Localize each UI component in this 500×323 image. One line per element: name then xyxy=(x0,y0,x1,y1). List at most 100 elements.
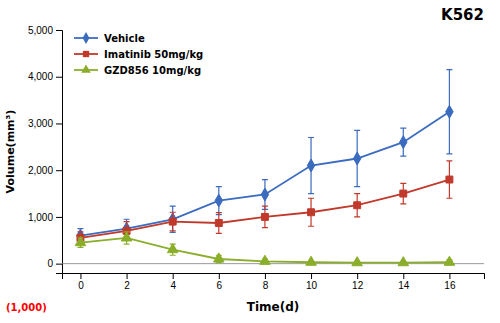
legend-label: GZD856 10mg/kg xyxy=(104,65,201,76)
x-tick: 10 xyxy=(306,273,318,291)
x-tick-mark xyxy=(219,273,220,279)
legend-label: Imatinib 50mg/kg xyxy=(104,49,203,60)
y-tick-mark xyxy=(56,217,62,218)
y-axis-title: Volume(mm³) xyxy=(4,110,17,194)
x-tick-label: 6 xyxy=(217,280,223,291)
y-axis: 0 1,000 2,000 3,000 4,000 5,000 xyxy=(28,25,63,274)
y-tick-mark xyxy=(56,123,62,124)
legend-item: Imatinib 50mg/kg xyxy=(74,49,203,60)
point xyxy=(446,176,453,183)
legend-item: GZD856 10mg/kg xyxy=(74,64,201,75)
data-area xyxy=(62,70,484,266)
point xyxy=(400,190,407,197)
point xyxy=(400,136,407,149)
y-tick-mark xyxy=(56,170,62,171)
error-bar xyxy=(400,183,406,204)
legend-item: Vehicle xyxy=(74,32,145,44)
x-tick-label: 10 xyxy=(306,280,318,291)
error-bar xyxy=(354,130,360,186)
point xyxy=(260,255,271,264)
error-bar xyxy=(262,180,268,210)
point xyxy=(308,209,315,216)
point xyxy=(306,256,317,265)
error-bar xyxy=(262,206,268,227)
error-bar xyxy=(170,206,176,232)
x-tick-mark xyxy=(173,273,174,279)
error-bar xyxy=(446,70,452,154)
x-axis: 0 2 4 6 8 10 12 14 16 xyxy=(63,273,485,291)
x-tick: 8 xyxy=(263,273,269,291)
legend-marker xyxy=(81,64,91,72)
legend: Vehicle Imatinib 50mg/kg GZD856 10mg/kg xyxy=(74,32,203,75)
x-tick-label: 12 xyxy=(352,280,364,291)
x-tick: 0 xyxy=(78,273,84,291)
point xyxy=(167,244,178,253)
error-bar xyxy=(400,128,406,156)
x-axis-line xyxy=(63,274,485,280)
x-tick-mark xyxy=(127,273,128,279)
y-tick-label: 2,000 xyxy=(28,165,53,176)
point xyxy=(398,257,409,266)
point xyxy=(121,232,132,241)
x-tick: 14 xyxy=(398,273,410,291)
x-tick: 4 xyxy=(170,273,176,291)
y-tick-mark xyxy=(56,77,62,78)
error-bar xyxy=(308,198,314,226)
point xyxy=(215,194,222,207)
y-tick-label: 4,000 xyxy=(28,71,53,82)
x-axis-title: Time(d) xyxy=(247,300,300,314)
y-tick-mark xyxy=(56,30,62,31)
x-tick-mark xyxy=(403,273,404,279)
x-tick: 16 xyxy=(444,273,456,291)
point xyxy=(307,159,314,172)
legend-marker xyxy=(83,32,90,44)
x-tick-label: 8 xyxy=(263,280,269,291)
y-axis-line xyxy=(56,31,63,274)
error-bar xyxy=(216,187,222,215)
legend-label: Vehicle xyxy=(104,33,145,44)
x-tick: 2 xyxy=(124,273,130,291)
x-tick-label: 0 xyxy=(78,280,84,291)
x-tick-label: 14 xyxy=(398,280,410,291)
point xyxy=(261,213,268,220)
series xyxy=(77,161,453,244)
series-line xyxy=(80,112,449,236)
y-tick-label: 1,000 xyxy=(28,212,53,223)
series-line xyxy=(80,180,449,238)
error-bar xyxy=(216,213,222,234)
error-bar xyxy=(354,194,360,217)
series xyxy=(75,232,454,266)
point xyxy=(214,253,225,262)
point xyxy=(169,218,176,225)
x-tick-label: 16 xyxy=(444,280,456,291)
y-tick: 0 xyxy=(47,258,62,269)
x-tick-mark xyxy=(449,273,450,279)
x-tick: 12 xyxy=(352,273,364,291)
series xyxy=(77,70,453,243)
plot: 0 2 4 6 8 10 12 14 16 0 1,000 2,000 3,000 4,000 5,000 xyxy=(28,25,485,291)
error-bar xyxy=(170,212,176,231)
point xyxy=(75,237,86,246)
point xyxy=(261,188,268,201)
point xyxy=(215,220,222,227)
y-tick: 5,000 xyxy=(28,25,62,36)
point xyxy=(353,152,360,165)
y-tick-label: 3,000 xyxy=(28,118,53,129)
x-tick-mark xyxy=(80,273,81,279)
point xyxy=(446,105,453,118)
y-tick-label: 5,000 xyxy=(28,25,53,36)
y-tick: 1,000 xyxy=(28,212,62,223)
error-bar xyxy=(446,161,452,198)
chart: 024681012141601,0002,0003,0004,0005,000K… xyxy=(0,0,500,323)
legend-marker xyxy=(83,51,89,57)
point xyxy=(354,202,361,209)
y-tick: 2,000 xyxy=(28,165,62,176)
y-tick-mark xyxy=(56,264,62,265)
x-tick-mark xyxy=(265,273,266,279)
annotation: (1,000) xyxy=(6,302,47,313)
x-tick-mark xyxy=(311,273,312,279)
y-tick: 4,000 xyxy=(28,71,62,82)
x-tick-mark xyxy=(357,273,358,279)
y-tick: 3,000 xyxy=(28,118,62,129)
x-tick: 6 xyxy=(217,273,223,291)
